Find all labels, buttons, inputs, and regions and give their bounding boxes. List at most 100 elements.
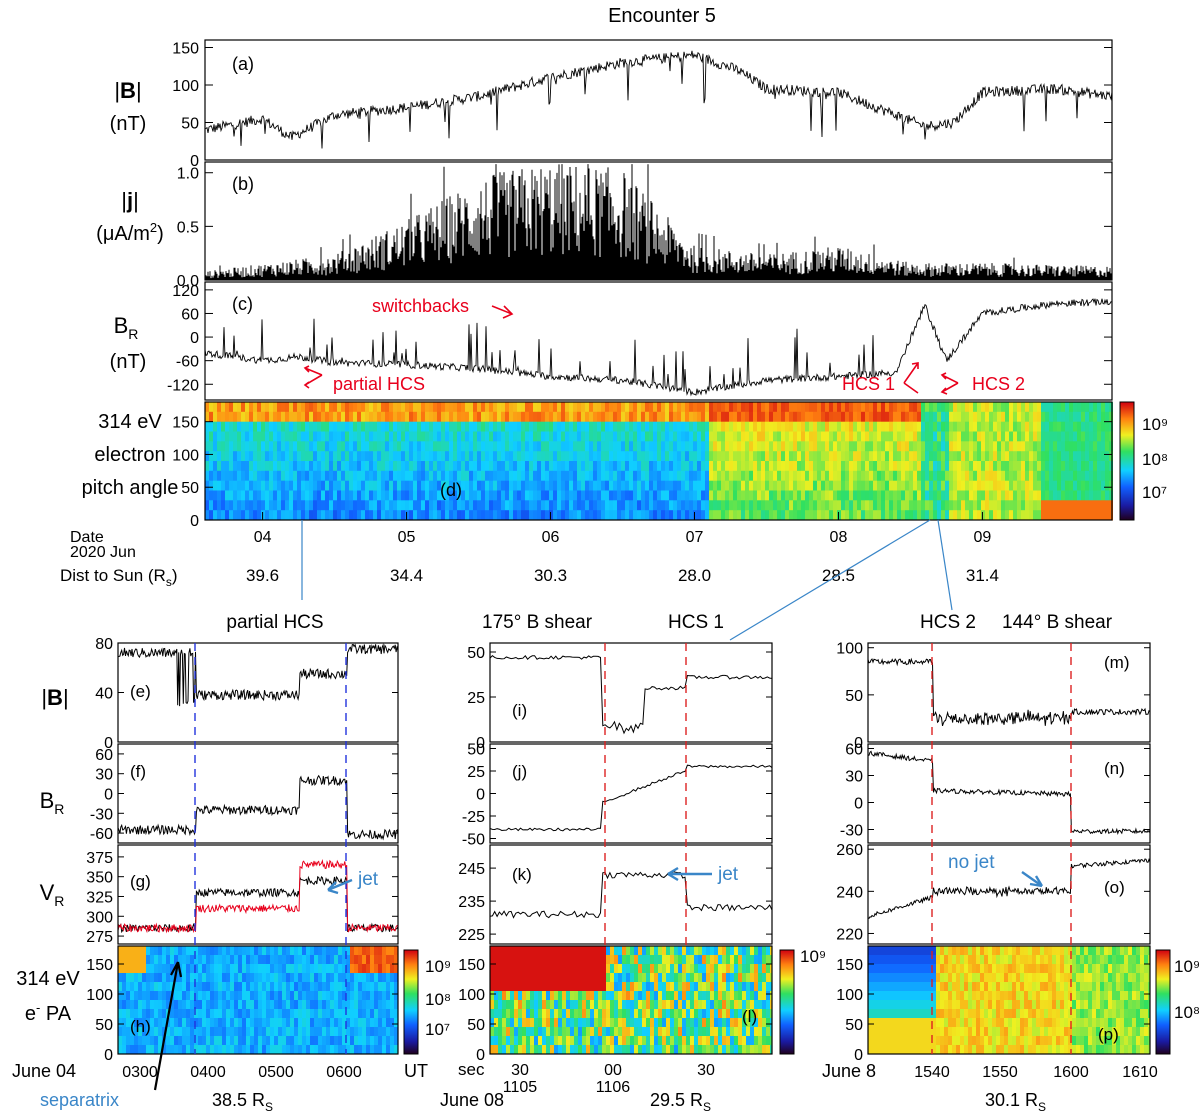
pa-cell (313, 441, 317, 452)
pa-cell (1089, 461, 1093, 472)
bm-pa-cell (734, 982, 738, 992)
pa-cell (241, 441, 245, 452)
bm-pa-cell (674, 1036, 678, 1046)
pa-cell (853, 451, 857, 462)
bl-pa-cell (314, 991, 318, 1001)
bl-pa-cell (262, 946, 266, 956)
bl-pa-cell (378, 1045, 382, 1055)
pa-cell (801, 490, 805, 501)
br-pa-cell (916, 1009, 920, 1019)
pa-cell (421, 421, 425, 432)
bl-pa-cell (374, 1027, 378, 1037)
bm-pa-cell (538, 1018, 542, 1028)
pa-cell (221, 421, 225, 432)
pa-cell (297, 461, 301, 472)
bm-pa-cell (662, 1000, 666, 1010)
bm-pa-cell (702, 964, 706, 974)
pa-cell (1025, 490, 1029, 501)
pa-cell (921, 480, 925, 491)
br-pa-cell (956, 1036, 960, 1046)
bl-pa-cell (122, 1045, 126, 1055)
bm-pa-cell (610, 955, 614, 965)
pa-cell (973, 480, 977, 491)
bm-pa-cell (514, 982, 518, 992)
pa-cell (1025, 500, 1029, 511)
br-pa-cell (964, 964, 968, 974)
bm-pa-cell (682, 991, 686, 1001)
br-pa-cell (924, 1000, 928, 1010)
pa-cell (1001, 431, 1005, 442)
bm-pa-cell (626, 1009, 630, 1019)
pa-cell (277, 500, 281, 511)
pa-cell (617, 490, 621, 501)
pa-cell (873, 421, 877, 432)
bm-pa-cell (558, 1036, 562, 1046)
pa-cell (905, 451, 909, 462)
y-tick-label: 1.0 (177, 166, 199, 183)
bm-pa-cell (498, 955, 502, 965)
pa-cell (605, 441, 609, 452)
pa-cell (405, 461, 409, 472)
pa-cell (317, 470, 321, 482)
pa-cell (521, 490, 525, 501)
bl-pa-cell (202, 955, 206, 965)
bl-pa-cell (186, 991, 190, 1001)
bm-pa-cell (638, 982, 642, 992)
pa-cell (581, 421, 585, 432)
bm-pa-cell (550, 1045, 554, 1055)
pa-cell (677, 402, 681, 413)
pa-cell (285, 470, 289, 482)
pa-cell (493, 411, 497, 423)
pa-cell (745, 500, 749, 511)
pa-cell (869, 402, 873, 413)
pa-cell (413, 500, 417, 511)
pa-cell (325, 500, 329, 511)
pa-cell (1085, 441, 1089, 452)
pa-cell (1053, 470, 1057, 482)
br-pa-cell (932, 1018, 936, 1028)
pa-cell (705, 402, 709, 413)
bl-pa-cell (126, 991, 130, 1001)
bl-pa-cell (278, 964, 282, 974)
bl-pa-cell (146, 1000, 150, 1010)
bl-pa-cell (342, 973, 346, 983)
pa-cell (1025, 441, 1029, 452)
pa-cell (637, 470, 641, 482)
pa-cell (461, 402, 465, 413)
pa-cell (649, 421, 653, 432)
pa-cell (773, 451, 777, 462)
bm-pa-cell (606, 946, 610, 956)
bm-pa-cell (614, 973, 618, 983)
br-pa-cell (944, 1000, 948, 1010)
pa-cell (209, 490, 213, 501)
br-pa-cell (936, 1027, 940, 1037)
bm-pa-cell (682, 946, 686, 956)
pa-cell (273, 500, 277, 511)
br-pa-cell (896, 946, 900, 956)
bl-pa-cell (230, 973, 234, 983)
pa-cell (637, 421, 641, 432)
pa-cell (1101, 411, 1105, 423)
pa-cell (573, 411, 577, 423)
bm-jet: jet (717, 864, 739, 885)
pa-cell (945, 461, 949, 472)
bl-pa-cell (186, 973, 190, 983)
bl-separatrix-arrow (153, 961, 183, 1091)
pa-cell (593, 411, 597, 423)
pa-cell (777, 461, 781, 472)
pa-cell (841, 441, 845, 452)
pa-cell (1001, 480, 1005, 491)
pa-cell (657, 411, 661, 423)
pa-cell (609, 510, 613, 521)
bl-pa-cell (126, 1009, 130, 1019)
bm-pa-cell (570, 955, 574, 965)
br-pa-cell (900, 1045, 904, 1055)
pa-cell (393, 500, 397, 511)
bl-pa-cell (342, 964, 346, 974)
bm-pa-cell (566, 1045, 570, 1055)
pa-cell (1025, 480, 1029, 491)
colorbar-top (1119, 401, 1135, 521)
bm-pa-cell (734, 1027, 738, 1037)
pa-cell (645, 451, 649, 462)
pa-cell (329, 451, 333, 462)
